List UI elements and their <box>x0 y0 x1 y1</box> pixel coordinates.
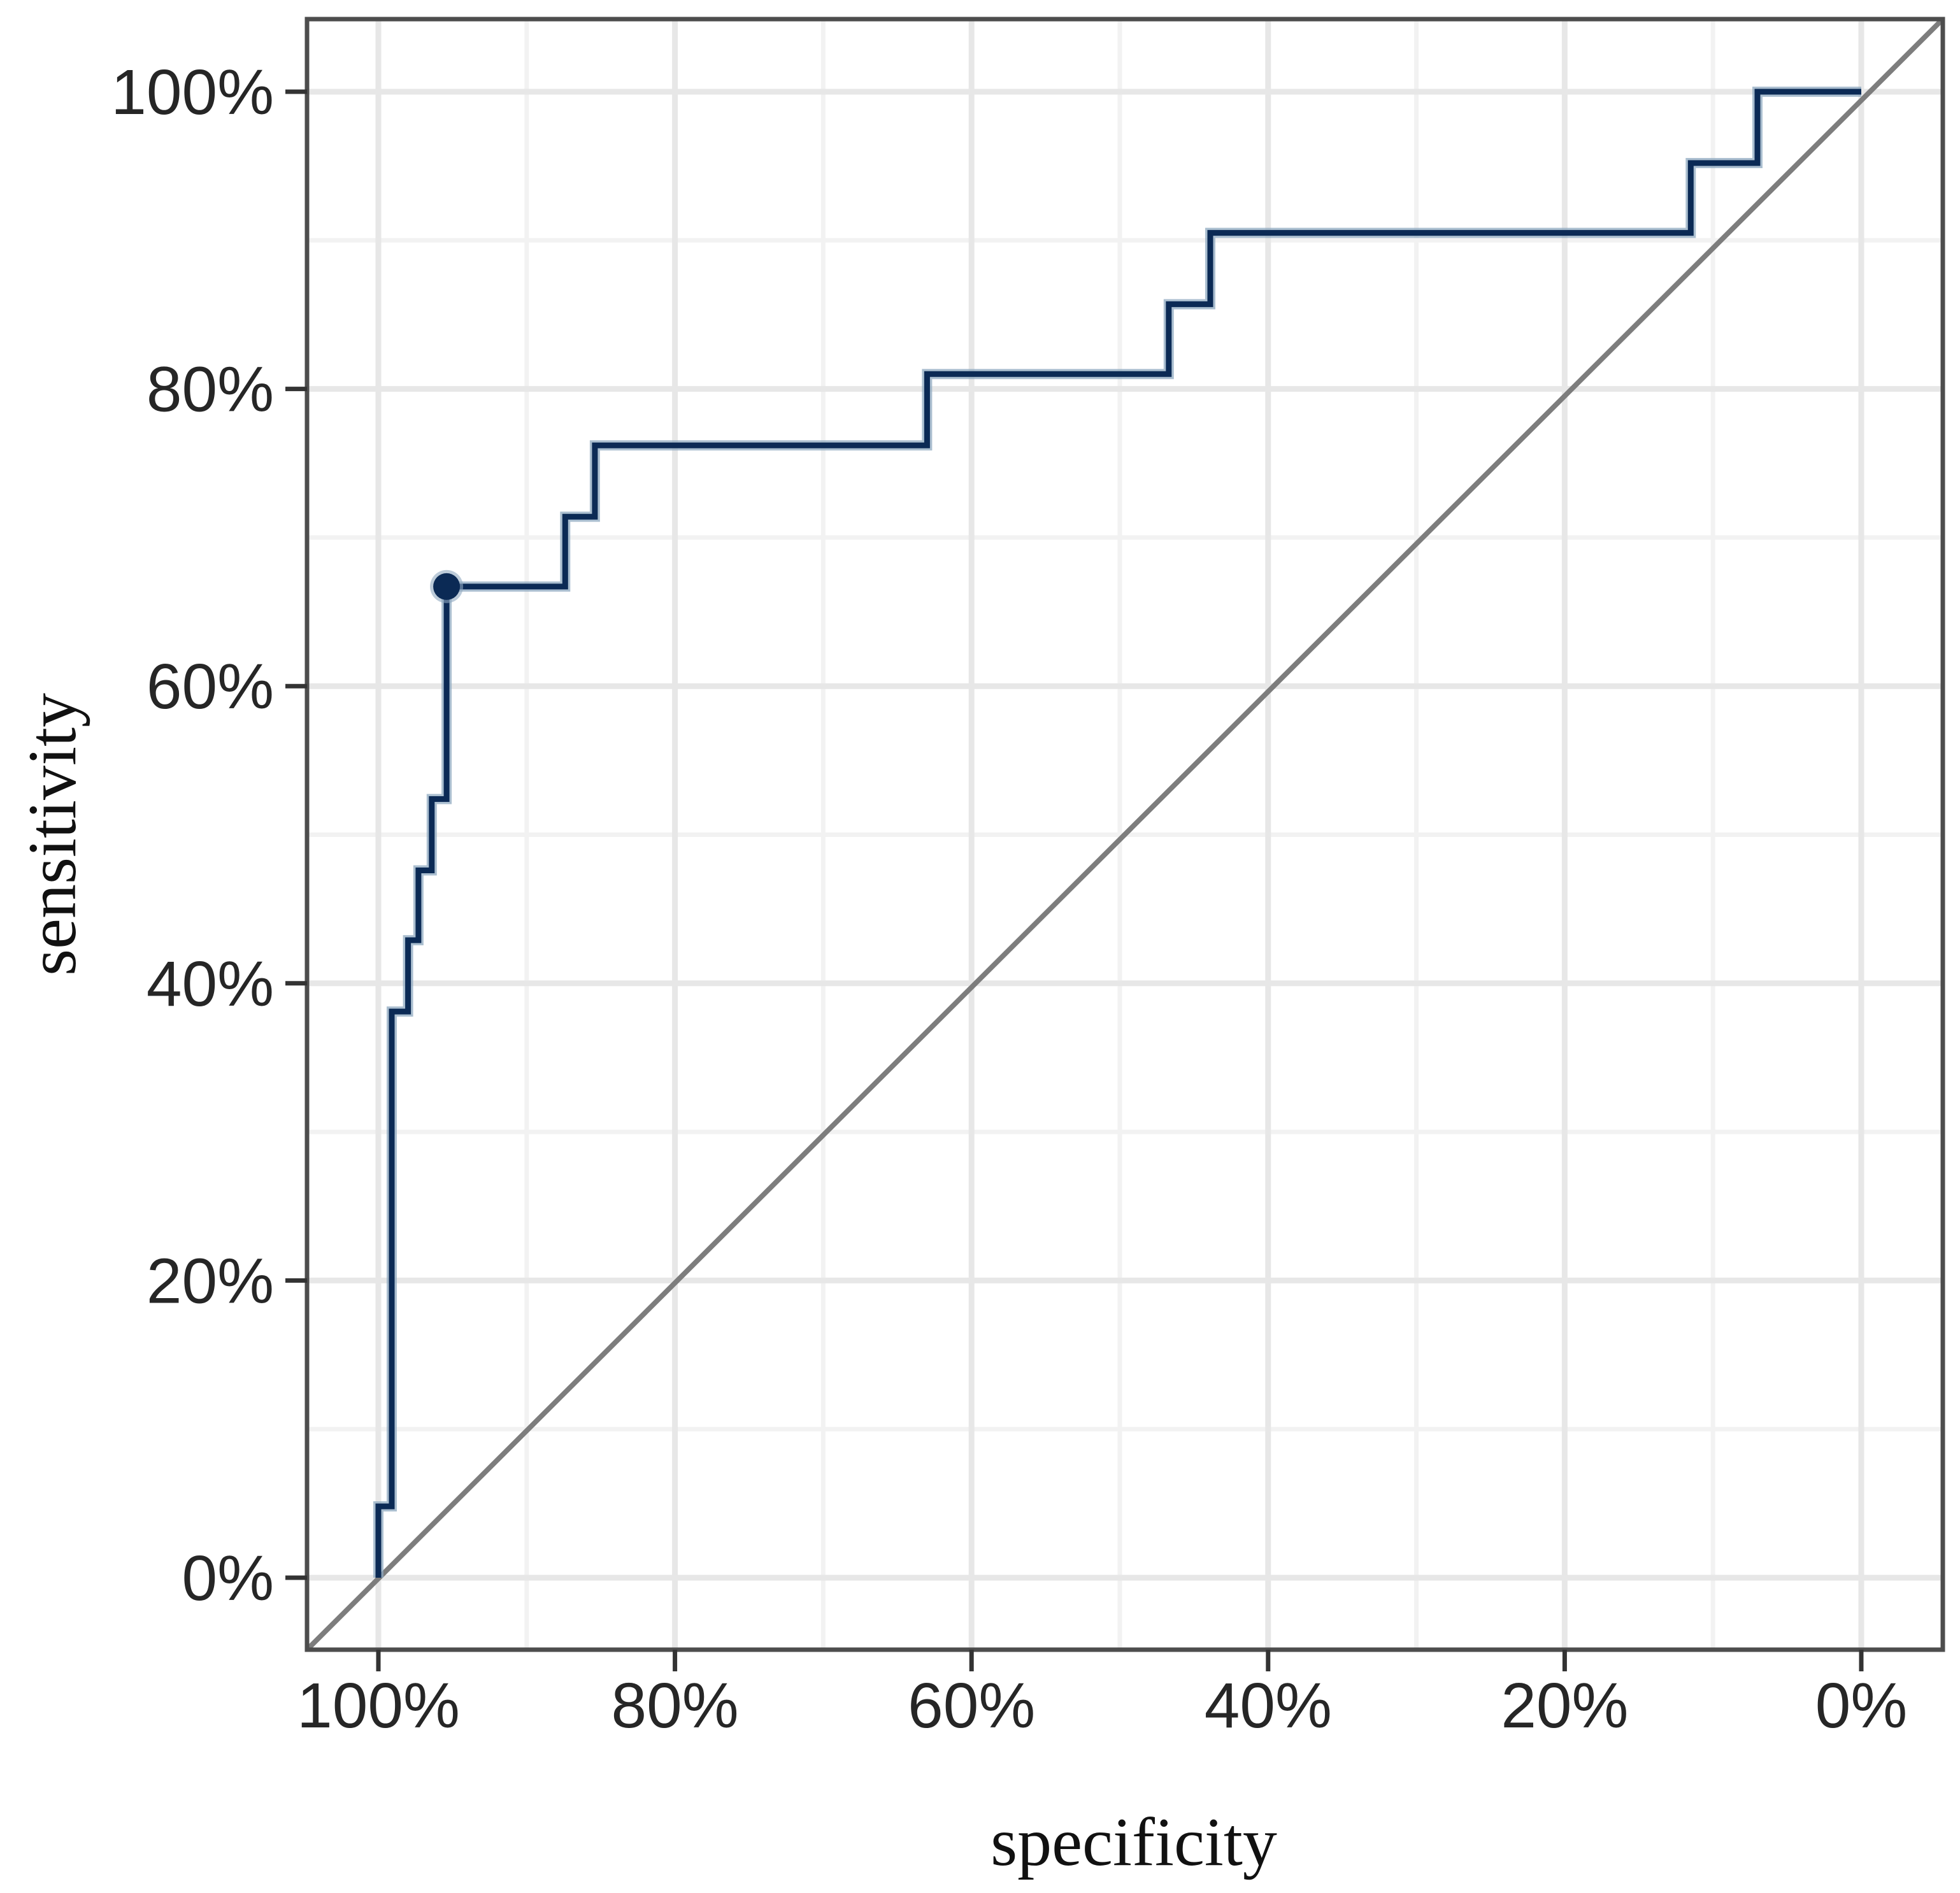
axis-ticks-layer <box>285 89 1864 1671</box>
x-tick-label-80: 80% <box>612 1670 739 1741</box>
x-tick-label-0: 0% <box>1815 1670 1908 1741</box>
roc-curve-line <box>375 89 1861 1578</box>
y-tick-label-40: 40% <box>147 948 274 1020</box>
x-tick-label-40: 40% <box>1205 1670 1332 1741</box>
panel-border-layer <box>304 17 1945 1652</box>
y-tick-label-0: 0% <box>182 1543 274 1614</box>
optimal-point-layer <box>430 569 464 603</box>
x-tick-label-100: 100% <box>297 1670 460 1741</box>
y-tick-label-80: 80% <box>147 354 274 425</box>
x-tick-label-20: 20% <box>1501 1670 1628 1741</box>
axis-tick-labels-layer: 100% 80% 60% 40% 20% 0% 0% 20% 40% 60% 80% 100% <box>111 57 1907 1741</box>
x-axis-title: specificity <box>991 1804 1277 1880</box>
y-axis-title: sensitivity <box>15 693 90 976</box>
optimal-point-marker <box>433 573 461 600</box>
y-tick-label-100: 100% <box>111 57 274 128</box>
y-tick-label-20: 20% <box>147 1245 274 1317</box>
gridlines-major <box>307 19 1943 1650</box>
chance-diagonal-layer <box>305 17 1945 1652</box>
chance-diagonal-line <box>305 17 1945 1652</box>
panel-border <box>304 17 1945 1652</box>
roc-curve-layer <box>373 87 1861 1578</box>
y-tick-label-60: 60% <box>147 651 274 722</box>
gridlines-minor <box>307 19 1943 1650</box>
x-tick-label-60: 60% <box>908 1670 1035 1741</box>
